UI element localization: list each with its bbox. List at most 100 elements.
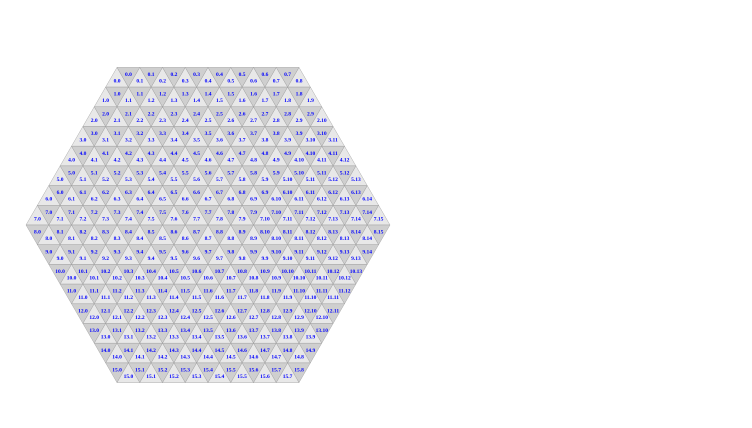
svg-text:5.12: 5.12 (328, 177, 338, 183)
svg-text:13.3: 13.3 (158, 328, 168, 334)
svg-text:9.13: 9.13 (340, 249, 350, 255)
svg-text:14.6: 14.6 (249, 354, 259, 360)
svg-text:8.8: 8.8 (216, 230, 223, 236)
svg-text:4.4: 4.4 (170, 151, 177, 157)
svg-text:4.6: 4.6 (205, 157, 212, 163)
svg-text:14.1: 14.1 (135, 354, 145, 360)
svg-text:9.14: 9.14 (362, 249, 372, 255)
svg-text:11.8: 11.8 (249, 289, 259, 295)
svg-text:15.1: 15.1 (135, 368, 145, 374)
svg-text:1.8: 1.8 (284, 98, 291, 104)
svg-text:13.8: 13.8 (271, 328, 281, 334)
svg-text:4.3: 4.3 (136, 157, 143, 163)
svg-text:11.1: 11.1 (101, 295, 111, 301)
svg-text:15.0: 15.0 (124, 374, 134, 380)
svg-text:6.11: 6.11 (294, 197, 304, 203)
svg-text:10.5: 10.5 (169, 269, 179, 275)
svg-text:11.4: 11.4 (158, 289, 168, 295)
svg-text:3.0: 3.0 (91, 131, 98, 137)
svg-text:6.10: 6.10 (271, 197, 281, 203)
svg-text:1.5: 1.5 (227, 92, 234, 98)
svg-text:7.7: 7.7 (193, 216, 200, 222)
svg-text:0.3: 0.3 (193, 72, 200, 78)
svg-text:12.5: 12.5 (192, 308, 202, 314)
svg-text:11.8: 11.8 (260, 295, 270, 301)
svg-text:2.9: 2.9 (307, 111, 314, 117)
svg-text:4.3: 4.3 (148, 151, 155, 157)
svg-text:14.0: 14.0 (101, 348, 111, 354)
svg-text:3.9: 3.9 (296, 131, 303, 137)
svg-text:9.4: 9.4 (148, 256, 155, 262)
svg-text:9.5: 9.5 (170, 256, 177, 262)
svg-text:1.7: 1.7 (273, 92, 280, 98)
svg-text:8.12: 8.12 (306, 230, 316, 236)
svg-text:2.0: 2.0 (102, 111, 109, 117)
svg-text:4.0: 4.0 (79, 151, 86, 157)
svg-text:8.2: 8.2 (91, 236, 98, 242)
svg-text:7.5: 7.5 (159, 210, 166, 216)
svg-text:6.13: 6.13 (351, 190, 361, 196)
svg-text:12.9: 12.9 (294, 315, 304, 321)
svg-text:8.13: 8.13 (328, 230, 338, 236)
svg-text:13.0: 13.0 (89, 328, 99, 334)
svg-text:8.15: 8.15 (374, 230, 384, 236)
svg-text:9.7: 9.7 (216, 256, 223, 262)
svg-text:5.2: 5.2 (114, 171, 121, 177)
svg-text:12.8: 12.8 (260, 308, 270, 314)
svg-text:0.3: 0.3 (182, 79, 189, 85)
svg-text:2.3: 2.3 (159, 118, 166, 124)
svg-text:11.1: 11.1 (90, 289, 100, 295)
svg-text:3.4: 3.4 (170, 138, 177, 144)
svg-text:4.9: 4.9 (273, 157, 280, 163)
svg-text:2.6: 2.6 (227, 118, 234, 124)
svg-text:3.1: 3.1 (114, 131, 121, 137)
svg-text:6.4: 6.4 (148, 190, 155, 196)
svg-text:8.3: 8.3 (102, 230, 109, 236)
svg-text:2.1: 2.1 (125, 111, 132, 117)
svg-text:11.3: 11.3 (135, 289, 145, 295)
svg-text:11.2: 11.2 (124, 295, 134, 301)
svg-text:11.7: 11.7 (226, 289, 236, 295)
svg-text:9.3: 9.3 (125, 256, 132, 262)
svg-text:13.10: 13.10 (316, 328, 329, 334)
svg-text:10.7: 10.7 (215, 269, 225, 275)
svg-text:11.3: 11.3 (146, 295, 156, 301)
svg-text:9.6: 9.6 (182, 249, 189, 255)
svg-text:2.4: 2.4 (182, 118, 189, 124)
svg-text:6.3: 6.3 (114, 197, 121, 203)
svg-text:2.8: 2.8 (273, 118, 280, 124)
svg-text:7.5: 7.5 (148, 216, 155, 222)
svg-text:6.0: 6.0 (45, 197, 52, 203)
svg-text:15.7: 15.7 (271, 368, 281, 374)
svg-text:8.3: 8.3 (114, 236, 121, 242)
svg-text:4.5: 4.5 (193, 151, 200, 157)
svg-text:15.0: 15.0 (112, 368, 122, 374)
svg-text:2.2: 2.2 (136, 118, 143, 124)
svg-text:3.2: 3.2 (125, 138, 132, 144)
svg-text:1.1: 1.1 (125, 98, 132, 104)
svg-text:7.10: 7.10 (271, 210, 281, 216)
svg-text:12.6: 12.6 (215, 308, 225, 314)
svg-text:11.0: 11.0 (67, 289, 77, 295)
svg-text:11.11: 11.11 (327, 295, 339, 301)
svg-text:8.0: 8.0 (45, 236, 52, 242)
svg-text:7.6: 7.6 (170, 216, 177, 222)
svg-text:0.8: 0.8 (296, 79, 303, 85)
svg-text:5.10: 5.10 (294, 171, 304, 177)
svg-text:15.4: 15.4 (203, 368, 213, 374)
svg-text:10.12: 10.12 (327, 269, 340, 275)
svg-text:5.6: 5.6 (205, 171, 212, 177)
svg-text:8.1: 8.1 (68, 236, 75, 242)
svg-text:10.9: 10.9 (271, 276, 281, 282)
svg-text:15.2: 15.2 (158, 368, 168, 374)
svg-text:12.10: 12.10 (304, 308, 317, 314)
svg-text:7.11: 7.11 (294, 210, 304, 216)
svg-text:5.3: 5.3 (136, 171, 143, 177)
svg-text:13.5: 13.5 (203, 328, 213, 334)
svg-text:11.5: 11.5 (181, 289, 191, 295)
svg-text:7.7: 7.7 (205, 210, 212, 216)
svg-text:8.12: 8.12 (317, 236, 327, 242)
svg-text:6.0: 6.0 (57, 190, 64, 196)
svg-text:15.5: 15.5 (226, 368, 236, 374)
svg-text:1.3: 1.3 (170, 98, 177, 104)
